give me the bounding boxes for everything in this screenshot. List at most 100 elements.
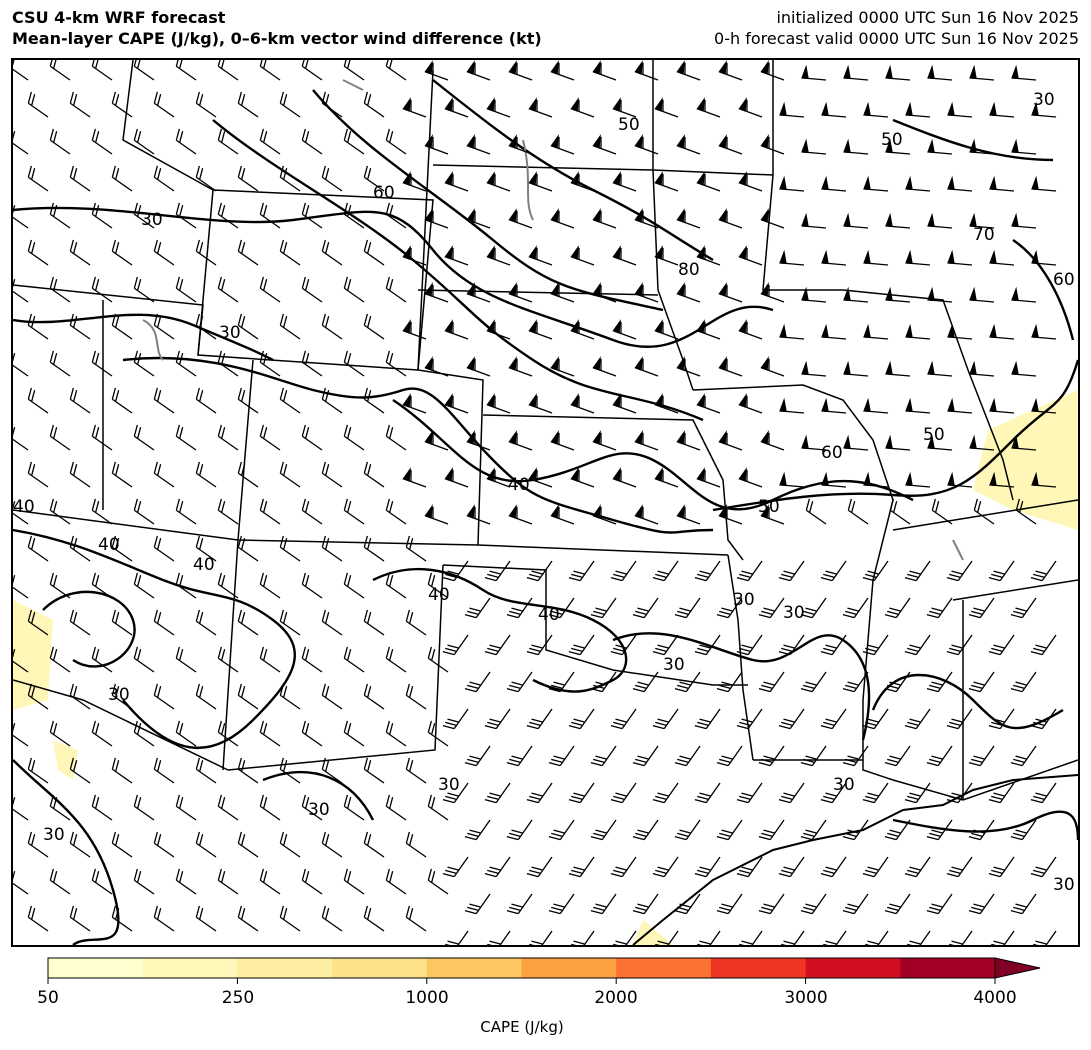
wind-barb	[321, 313, 343, 340]
wind-barb	[778, 560, 805, 582]
wind-barb	[969, 212, 995, 229]
wind-barb	[823, 930, 847, 945]
wind-barb	[237, 831, 259, 858]
wind-barb	[800, 597, 827, 619]
wind-barb	[655, 930, 679, 945]
wind-barb	[385, 794, 407, 821]
wind-barb	[718, 356, 743, 377]
wind-barb	[1030, 708, 1057, 730]
wind-barb	[508, 282, 533, 303]
wind-barb	[13, 649, 29, 673]
wind-barb	[484, 856, 511, 878]
wind-barb	[989, 397, 1015, 414]
contour-label: 30	[308, 800, 330, 820]
wind-barb	[820, 560, 847, 582]
wind-barb	[885, 138, 911, 155]
wind-barb	[988, 560, 1015, 582]
wind-barb	[973, 498, 995, 525]
wind-barb	[508, 60, 533, 81]
wind-barb	[153, 387, 175, 414]
wind-barb	[610, 634, 637, 656]
contour-label: 40	[508, 475, 530, 495]
map-svg: 30 30 60 50 50 80 70 60 50 60 50 40 40 4…	[13, 60, 1078, 945]
wind-barb	[592, 430, 617, 451]
wind-barb	[279, 609, 301, 636]
wind-barb	[1010, 745, 1037, 767]
wind-barb	[548, 893, 575, 915]
wind-barb	[862, 634, 889, 656]
wind-barb	[736, 708, 763, 730]
wind-barb	[801, 434, 827, 451]
wind-barb	[1031, 471, 1057, 488]
contour-label: 30	[141, 210, 163, 230]
wind-barb	[259, 794, 281, 821]
wind-barb	[905, 249, 931, 266]
wind-barb	[402, 393, 427, 414]
wind-barb	[237, 165, 259, 192]
wind-barb	[464, 671, 491, 693]
wind-barb	[111, 313, 133, 340]
wind-barb	[506, 893, 533, 915]
wind-barb	[195, 535, 217, 562]
wind-barb	[385, 646, 407, 673]
title-line1: CSU 4-km WRF forecast	[12, 8, 226, 27]
colorbar-tick-label: 50	[37, 988, 59, 1008]
wind-barb	[885, 212, 911, 229]
wind-barb	[1011, 286, 1037, 303]
wind-barb	[718, 504, 743, 525]
colorbar-extend-arrow	[994, 957, 1041, 979]
wind-barb	[402, 319, 427, 340]
wind-barb	[610, 708, 637, 730]
wind-barb	[424, 134, 449, 155]
wind-barb	[842, 893, 869, 915]
wind-barb	[343, 572, 365, 599]
wind-barb	[49, 572, 71, 599]
wind-barb	[69, 239, 91, 266]
wind-barb	[487, 930, 511, 945]
wind-barb	[863, 249, 889, 266]
wind-barb	[175, 720, 197, 747]
contour-label: 30	[108, 685, 130, 705]
wind-barb	[760, 504, 785, 525]
wind-barb	[343, 424, 365, 451]
wind-barb	[612, 319, 637, 340]
wind-barb	[612, 467, 637, 488]
wind-barb	[904, 856, 931, 878]
wind-barb	[343, 128, 365, 155]
colorbar-bin	[710, 958, 807, 978]
wind-barb	[758, 597, 785, 619]
contour-label: 30	[663, 655, 685, 675]
wind-barb	[111, 387, 133, 414]
wind-barb	[550, 282, 575, 303]
contour-label: 50	[881, 130, 903, 150]
wind-barb	[548, 671, 575, 693]
wind-barb	[175, 794, 197, 821]
wind-barb	[301, 720, 323, 747]
wind-barb	[153, 239, 175, 266]
wind-barb	[716, 819, 743, 841]
wind-barb	[779, 249, 805, 266]
wind-barb	[506, 819, 533, 841]
wind-barb	[778, 782, 805, 804]
wind-barb	[863, 471, 889, 488]
wind-barb	[427, 868, 449, 895]
wind-barbs	[13, 60, 1057, 945]
wind-barb	[133, 794, 155, 821]
wind-barb	[91, 128, 113, 155]
wind-barb	[988, 634, 1015, 656]
cape-contours	[13, 79, 1078, 945]
wind-barb	[884, 745, 911, 767]
wind-barb	[716, 745, 743, 767]
wind-barb	[739, 930, 763, 945]
wind-barb	[526, 856, 553, 878]
wind-barb	[927, 212, 953, 229]
wind-barb	[526, 708, 553, 730]
wind-barb	[27, 535, 49, 562]
wind-barb	[820, 782, 847, 804]
wind-barb	[259, 646, 281, 673]
wind-barb	[259, 868, 281, 895]
wind-barb	[758, 893, 785, 915]
wind-barb	[27, 609, 49, 636]
wind-barb	[363, 461, 385, 488]
wind-barb	[217, 646, 239, 673]
